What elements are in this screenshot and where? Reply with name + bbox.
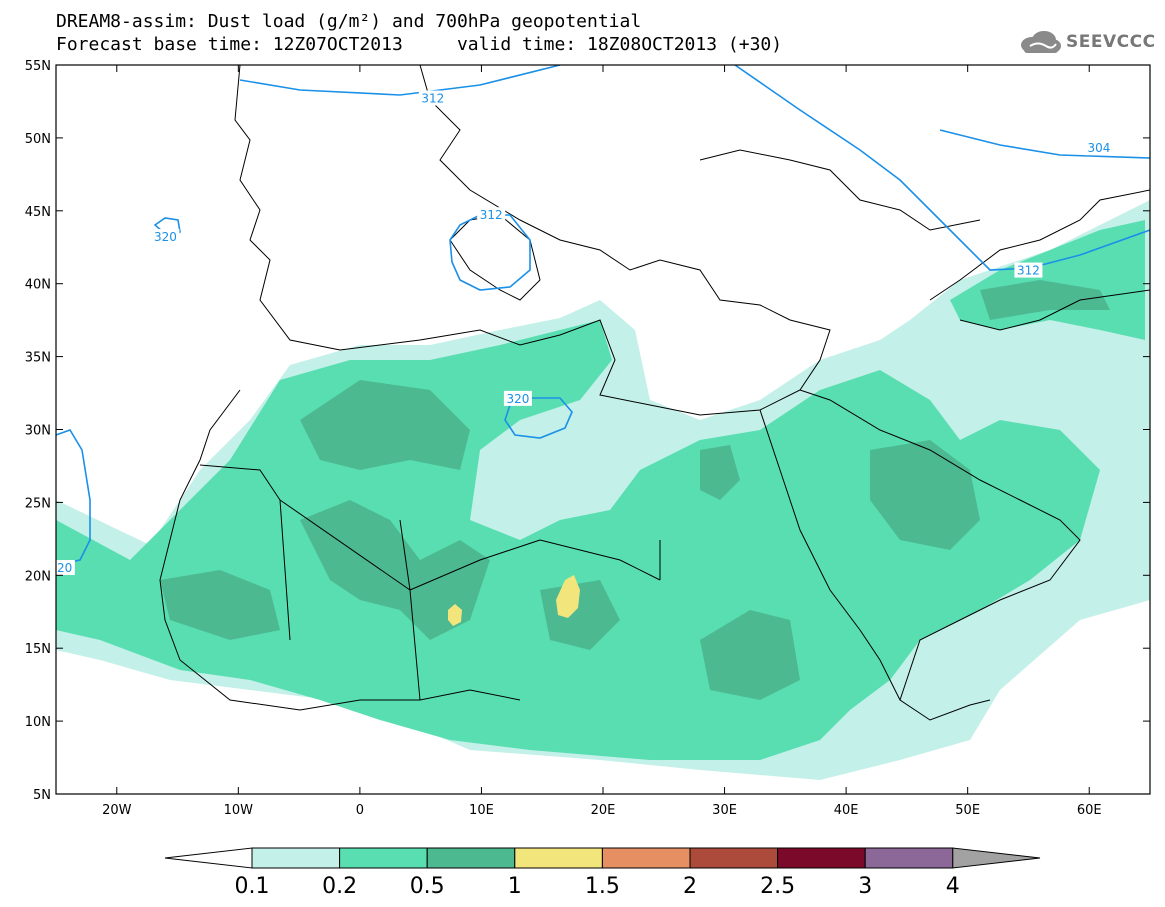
legend-label: 0.1 [235, 874, 270, 899]
legend-swatch [251, 847, 341, 869]
lat-tick-label: 5N [33, 788, 51, 803]
lat-tick-label: 50N [25, 132, 51, 147]
lon-tick-label: 60E [1077, 803, 1102, 818]
lon-tick-label: 20W [102, 803, 132, 818]
legend-label: 1 [508, 874, 522, 899]
contour-label: 320 [506, 392, 529, 406]
contour-label: 304 [1087, 141, 1110, 155]
logo-text: SEEVCCC [1066, 32, 1156, 52]
legend-swatch [514, 847, 603, 869]
legend-label: 3 [858, 874, 872, 899]
lat-tick-label: 10N [25, 715, 51, 730]
map-title: DREAM8-assim: Dust load (g/m²) and 700hP… [56, 11, 642, 32]
lon-tick-label: 30E [712, 803, 737, 818]
legend-label: 2.5 [760, 874, 795, 899]
legend-high-arrow [952, 847, 1041, 869]
contour-label-group: 312 304 320 312 312 320 320 [49, 90, 1113, 576]
lon-tick-label: 20E [591, 803, 616, 818]
legend-swatch [689, 847, 779, 869]
lon-tick-label: 0 [356, 803, 364, 818]
color-legend: 0.1 0.2 0.5 1 1.5 2 2.5 3 4 [164, 847, 1041, 899]
legend-low-arrow [164, 847, 253, 869]
contour-label: 312 [1017, 264, 1040, 278]
contour-label-bg [56, 560, 75, 576]
seevccc-logo: SEEVCCC [1018, 28, 1156, 56]
contour-label-bg [503, 390, 532, 406]
map-area: 312 304 320 312 312 320 320 [49, 65, 1150, 794]
legend-swatch [777, 847, 866, 869]
contour-label-bg [151, 229, 180, 245]
legend-swatch [339, 847, 428, 869]
legend-label: 1.5 [585, 874, 620, 899]
legend-label: 2 [683, 874, 697, 899]
legend-swatch [426, 847, 516, 869]
longitude-ticks: 20W 10W 0 10E 20E 30E 40E 50E 60E [102, 65, 1102, 818]
lon-tick-label: 40E [834, 803, 859, 818]
lat-tick-label: 20N [25, 569, 51, 584]
lat-tick-label: 30N [25, 424, 51, 439]
coastlines [159, 65, 1150, 721]
lat-tick-label: 40N [25, 278, 51, 293]
contour-label-bg [418, 90, 447, 106]
lon-tick-label: 10W [224, 803, 254, 818]
legend-label: 4 [946, 874, 960, 899]
lat-tick-label: 45N [25, 205, 51, 220]
contour-label: 312 [421, 92, 444, 106]
contour-label-bg [1084, 140, 1113, 156]
lat-tick-label: 15N [25, 642, 51, 657]
contour-label: 320 [154, 230, 177, 244]
contour-label: 320 [49, 561, 72, 575]
legend-label: 0.2 [322, 874, 357, 899]
forecast-time-line: Forecast base time: 12Z07OCT2013 valid t… [56, 34, 783, 55]
cloud-icon [1021, 31, 1061, 53]
lat-tick-label: 55N [25, 59, 51, 74]
latitude-ticks: 5N 10N 15N 20N 25N 30N 35N 40N 45N 50N 55N [25, 59, 1150, 803]
lon-tick-label: 50E [955, 803, 980, 818]
lat-tick-label: 35N [25, 351, 51, 366]
legend-label: 0.5 [410, 874, 445, 899]
lon-tick-label: 10E [469, 803, 494, 818]
legend-swatch [601, 847, 691, 869]
contour-label-bg [477, 207, 506, 223]
contour-label-bg [1014, 262, 1043, 278]
dust-field-1 [448, 575, 580, 626]
dust-field-0.5 [160, 280, 1110, 700]
contour-label: 312 [480, 208, 503, 222]
legend-swatch [864, 847, 954, 869]
lat-tick-label: 25N [25, 496, 51, 511]
